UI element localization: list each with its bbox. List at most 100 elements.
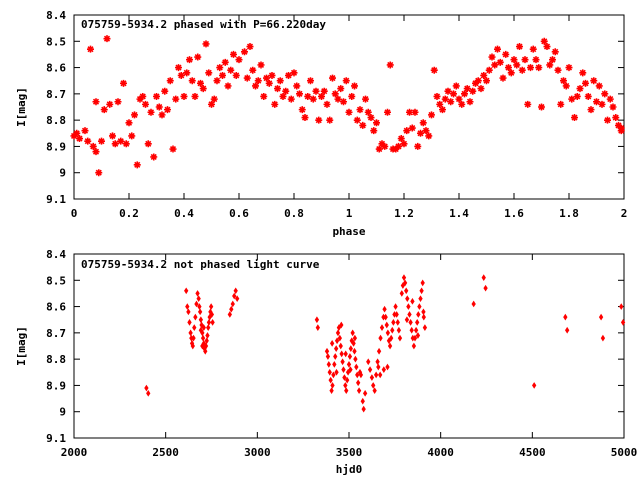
data-point	[384, 108, 391, 116]
data-point	[532, 382, 537, 389]
data-point	[378, 140, 386, 148]
data-point	[307, 77, 314, 85]
data-point	[598, 100, 606, 108]
data-point	[98, 137, 105, 145]
data-point	[246, 43, 254, 51]
data-point	[325, 353, 331, 360]
x-tick-label: 2000	[61, 446, 88, 459]
unphased-chart-panel: 2000 2500 3000 3500 4000 4500 5000 8.48.58.68.…	[15, 248, 637, 476]
data-point	[430, 66, 438, 74]
data-point	[203, 342, 209, 350]
data-point	[329, 74, 336, 82]
data-point	[190, 342, 195, 350]
data-point	[600, 334, 606, 342]
data-point	[205, 332, 210, 339]
data-point	[188, 77, 196, 85]
data-point	[540, 37, 548, 45]
data-point	[441, 95, 449, 103]
y-tick-label: 8.6	[46, 301, 66, 314]
unphased-x-axis-label: hjd0	[336, 463, 363, 476]
data-point	[298, 106, 306, 114]
data-point	[293, 82, 301, 90]
data-point	[180, 92, 188, 100]
y-tick-label: 8.8	[46, 114, 66, 127]
data-point	[84, 137, 92, 145]
data-point	[615, 121, 622, 129]
data-point	[370, 127, 378, 135]
data-point	[565, 326, 570, 334]
data-point	[153, 92, 160, 100]
data-point	[576, 85, 584, 93]
data-point	[538, 103, 545, 111]
unphased-y-axis-label: I[mag]	[15, 326, 28, 366]
data-point	[375, 145, 383, 153]
data-point	[219, 71, 226, 79]
data-point	[249, 66, 257, 74]
data-point	[579, 69, 587, 77]
data-point	[397, 135, 405, 143]
data-point	[619, 303, 624, 310]
data-point	[392, 145, 400, 153]
unphased-x-axis: 2000 2500 3000 3500 4000 4500 5000	[61, 254, 637, 459]
data-point	[407, 311, 412, 318]
data-point	[177, 71, 185, 79]
data-point	[144, 384, 149, 392]
data-point	[213, 77, 221, 85]
data-point	[386, 61, 394, 69]
data-point	[326, 361, 331, 368]
x-tick-label: 2	[621, 207, 628, 220]
data-point	[166, 77, 174, 85]
data-point	[106, 100, 114, 108]
data-point	[385, 363, 390, 371]
data-point	[169, 145, 177, 153]
y-tick-label: 8.7	[46, 88, 66, 101]
data-point	[188, 329, 193, 337]
data-point	[381, 366, 386, 374]
data-point	[620, 318, 626, 326]
data-point	[360, 397, 365, 405]
data-point	[183, 69, 191, 77]
x-tick-label: 0.2	[119, 207, 139, 220]
data-point	[197, 308, 203, 316]
x-tick-label: 4000	[427, 446, 454, 459]
data-point	[505, 64, 512, 72]
data-point	[340, 358, 345, 366]
data-point	[419, 287, 424, 295]
x-tick-label: 2500	[152, 446, 179, 459]
data-point	[404, 316, 410, 324]
data-point	[549, 56, 556, 64]
data-point	[408, 318, 413, 326]
data-point	[488, 53, 496, 61]
data-point	[399, 290, 404, 297]
data-point	[344, 387, 349, 395]
data-point	[120, 79, 127, 87]
data-point	[516, 43, 523, 51]
data-point	[342, 77, 350, 85]
data-point	[158, 111, 166, 119]
data-point	[290, 69, 298, 77]
data-point	[510, 56, 518, 64]
data-point	[422, 324, 428, 331]
data-point	[263, 74, 270, 82]
data-point	[518, 66, 526, 74]
data-point	[326, 116, 334, 124]
data-point	[355, 371, 360, 379]
data-point	[409, 326, 414, 334]
data-point	[103, 35, 111, 43]
data-point	[491, 61, 499, 69]
data-point	[471, 300, 476, 308]
data-point	[609, 103, 617, 111]
data-point	[469, 87, 477, 95]
data-point	[425, 132, 433, 140]
data-point	[404, 287, 409, 295]
data-point	[232, 71, 240, 79]
data-point	[584, 92, 592, 100]
data-point	[565, 64, 573, 72]
x-tick-label: 1.2	[394, 207, 414, 220]
data-point	[296, 90, 303, 98]
data-point	[413, 326, 419, 334]
data-point	[340, 98, 347, 106]
x-tick-label: 0	[71, 207, 78, 220]
data-point	[524, 100, 532, 108]
data-point	[418, 295, 423, 303]
